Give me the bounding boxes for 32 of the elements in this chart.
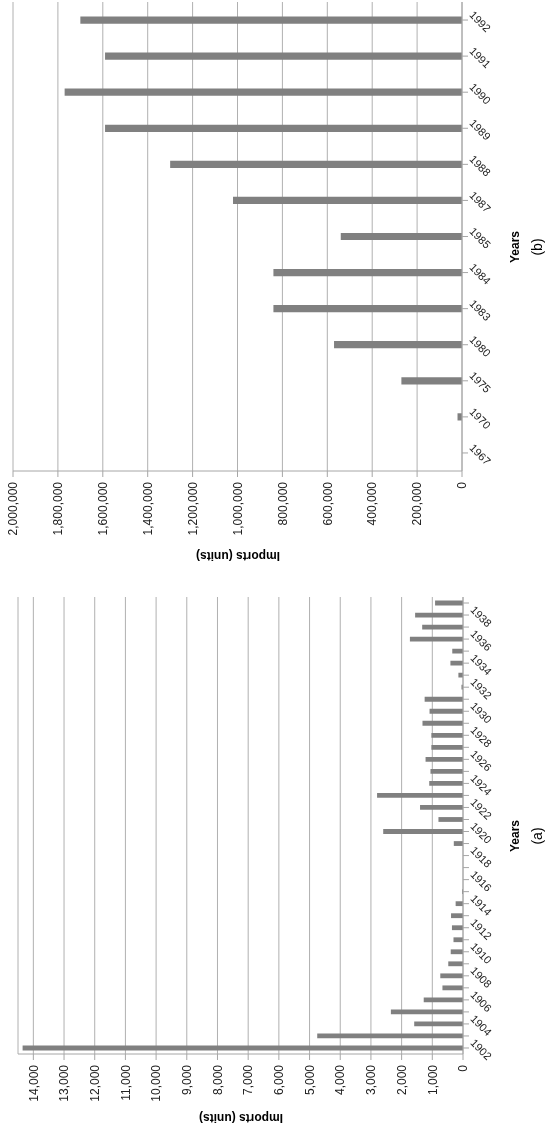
x-tick-label: 0 (455, 481, 470, 489)
x-tick-label: 1,800,000 (51, 481, 66, 536)
x-tick-label: 10,000 (149, 1064, 164, 1102)
text: (b) (529, 237, 545, 256)
x-tick-label: 1,000 (425, 1064, 440, 1096)
x-tick-label: 1,400,000 (140, 481, 155, 536)
y-axis-title: Years (508, 819, 523, 852)
x-tick-label: 400,000 (365, 481, 380, 526)
x-tick-label: 3,000 (364, 1064, 379, 1096)
x-tick-label: 11,000 (118, 1064, 133, 1101)
x-tick-label: 1,200,000 (185, 481, 200, 536)
x-tick-label: 5,000 (302, 1064, 317, 1096)
x-axis-title: Imports (units) (195, 549, 280, 563)
x-tick-label: 0 (456, 1064, 471, 1072)
x-tick-label: 9,000 (179, 1064, 194, 1096)
x-tick-label: 1,600,000 (96, 481, 110, 536)
x-tick-label: 14,000 (26, 1064, 41, 1102)
x-tick-label: 8,000 (210, 1064, 225, 1096)
x-tick-label: 600,000 (320, 481, 335, 526)
x-tick-label: 800,000 (275, 481, 290, 526)
x-tick-label: 2,000,000 (6, 481, 21, 536)
x-tick-label: 12,000 (87, 1064, 102, 1102)
x-tick-label: 6,000 (272, 1064, 287, 1096)
x-axis-title: Imports (units) (198, 1111, 283, 1125)
text: (a) (529, 826, 545, 845)
x-tick-label: 2,000 (394, 1064, 409, 1096)
x-tick-label: 13,000 (57, 1064, 72, 1102)
x-tick-label: 7,000 (241, 1064, 256, 1096)
x-tick-label: 200,000 (410, 481, 425, 526)
x-tick-label: 1,000,000 (230, 481, 245, 536)
y-axis-title: Years (508, 230, 523, 263)
x-tick-label: 4,000 (333, 1064, 348, 1096)
